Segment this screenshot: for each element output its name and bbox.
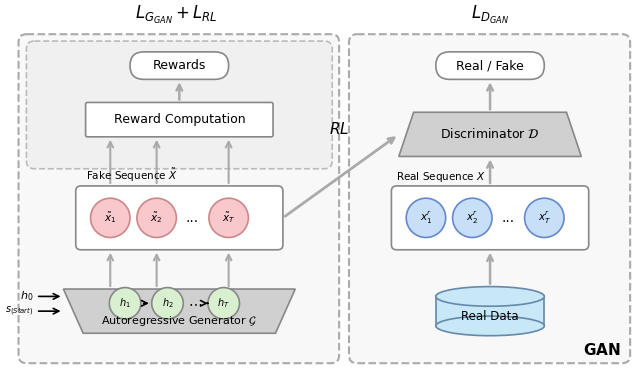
Ellipse shape	[208, 288, 239, 319]
Ellipse shape	[436, 316, 544, 336]
Text: $\tilde{x}_T$: $\tilde{x}_T$	[222, 211, 236, 225]
Ellipse shape	[209, 198, 248, 237]
FancyBboxPatch shape	[130, 52, 228, 79]
FancyBboxPatch shape	[26, 41, 332, 169]
Polygon shape	[399, 112, 581, 156]
Text: Real Sequence $X$: Real Sequence $X$	[396, 170, 486, 184]
FancyBboxPatch shape	[76, 186, 283, 250]
Text: $x_T^r$: $x_T^r$	[538, 210, 551, 226]
FancyBboxPatch shape	[19, 34, 339, 363]
Ellipse shape	[406, 198, 445, 237]
Text: $h_T$: $h_T$	[218, 296, 230, 310]
Text: $x_1^r$: $x_1^r$	[420, 210, 432, 226]
Text: Real / Fake: Real / Fake	[456, 59, 524, 72]
Text: Rewards: Rewards	[152, 59, 206, 72]
Ellipse shape	[109, 288, 141, 319]
FancyBboxPatch shape	[86, 102, 273, 137]
Text: $\cdots$: $\cdots$	[188, 296, 202, 310]
FancyBboxPatch shape	[392, 186, 589, 250]
FancyBboxPatch shape	[349, 34, 630, 363]
Text: $L_{D_{GAN}}$: $L_{D_{GAN}}$	[471, 4, 509, 26]
Text: ...: ...	[501, 211, 515, 225]
Text: Autoregressive Generator $\mathcal{G}$: Autoregressive Generator $\mathcal{G}$	[101, 314, 257, 328]
Text: $s_{(Start)}$: $s_{(Start)}$	[5, 304, 34, 318]
Ellipse shape	[436, 286, 544, 306]
Text: $h_1$: $h_1$	[119, 296, 131, 310]
FancyBboxPatch shape	[436, 52, 544, 79]
Ellipse shape	[525, 198, 564, 237]
Text: Real Data: Real Data	[461, 310, 519, 322]
FancyBboxPatch shape	[436, 297, 544, 326]
Text: $\mathbf{GAN}$: $\mathbf{GAN}$	[582, 342, 620, 358]
Text: $h_2$: $h_2$	[162, 296, 173, 310]
Ellipse shape	[152, 288, 183, 319]
Polygon shape	[63, 289, 295, 333]
Text: $L_{G_{GAN}} + L_{RL}$: $L_{G_{GAN}} + L_{RL}$	[135, 4, 218, 26]
Text: $\tilde{x}_2$: $\tilde{x}_2$	[150, 211, 163, 225]
Text: $x_2^r$: $x_2^r$	[466, 210, 479, 226]
Ellipse shape	[90, 198, 130, 237]
Text: Reward Computation: Reward Computation	[113, 113, 245, 126]
Ellipse shape	[452, 198, 492, 237]
Text: $\tilde{x}_1$: $\tilde{x}_1$	[104, 211, 116, 225]
Text: $RL$: $RL$	[329, 122, 349, 138]
Ellipse shape	[137, 198, 177, 237]
Text: Discriminator $\mathcal{D}$: Discriminator $\mathcal{D}$	[440, 128, 540, 141]
Text: Fake Sequence $\tilde{X}$: Fake Sequence $\tilde{X}$	[86, 167, 177, 184]
Text: ...: ...	[186, 211, 198, 225]
Text: $h_0$: $h_0$	[20, 289, 34, 303]
